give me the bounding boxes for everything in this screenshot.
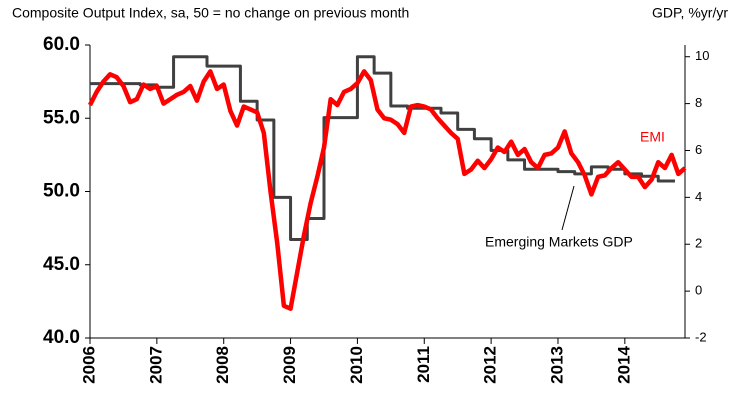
x-tick-label: 2007 xyxy=(146,346,165,384)
y2-tick-label: 8 xyxy=(695,95,702,110)
annotation: EMI xyxy=(640,129,665,145)
x-tick-label: 2011 xyxy=(414,346,433,383)
y2-axis-label: GDP, %yr/yr xyxy=(652,5,728,21)
x-tick-label: 2006 xyxy=(79,346,98,384)
line-series xyxy=(90,55,675,242)
x-tick-label: 2008 xyxy=(213,346,232,384)
line-series xyxy=(87,69,687,311)
x-tick-label: 2009 xyxy=(280,346,299,384)
x-tick-label: 2013 xyxy=(547,346,566,384)
y2-tick-label: 2 xyxy=(695,236,702,251)
y2-tick-label: 4 xyxy=(695,189,702,204)
x-tick-label: 2012 xyxy=(481,346,500,384)
y-tick-label: 60.0 xyxy=(43,34,80,55)
y-tick-label: 45.0 xyxy=(43,254,80,275)
y2-tick-label: 0 xyxy=(695,283,702,298)
annotation: Emerging Markets GDP xyxy=(485,234,633,250)
y-tick-label: 40.0 xyxy=(43,327,80,348)
annotation-arrow xyxy=(561,185,575,231)
y2-tick-label: 6 xyxy=(695,142,702,157)
x-tick-label: 2014 xyxy=(614,345,633,383)
y2-tick-label: 10 xyxy=(695,48,709,63)
chart-title: Composite Output Index, sa, 50 = no chan… xyxy=(12,5,409,21)
x-tick-label: 2010 xyxy=(347,346,366,384)
y-tick-label: 55.0 xyxy=(43,107,80,128)
y2-tick-label: -2 xyxy=(695,329,707,344)
y-tick-label: 50.0 xyxy=(43,181,80,202)
